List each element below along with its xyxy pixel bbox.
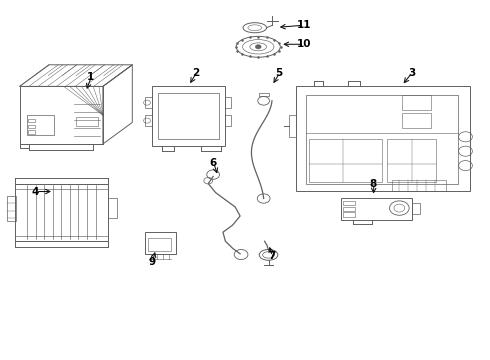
Text: 11: 11	[296, 20, 311, 30]
Text: 5: 5	[276, 68, 283, 78]
Text: 6: 6	[210, 158, 217, 168]
Bar	[7, 196, 16, 221]
Bar	[412, 203, 420, 214]
Bar	[343, 212, 355, 217]
Bar	[402, 113, 431, 128]
Text: 4: 4	[31, 186, 39, 197]
Bar	[392, 180, 446, 191]
Text: 10: 10	[296, 39, 311, 49]
Text: 1: 1	[87, 72, 94, 82]
Bar	[309, 139, 382, 182]
Circle shape	[255, 45, 261, 49]
Bar	[158, 93, 219, 139]
Text: 9: 9	[148, 257, 155, 267]
Bar	[28, 119, 35, 122]
Bar	[259, 93, 269, 96]
Text: 8: 8	[370, 179, 377, 189]
Bar	[76, 117, 98, 126]
Bar	[28, 130, 35, 134]
Bar	[148, 238, 171, 251]
Bar	[28, 125, 35, 128]
Bar	[343, 207, 355, 211]
Text: 7: 7	[268, 251, 276, 261]
Bar	[343, 201, 355, 205]
Text: 2: 2	[193, 68, 199, 78]
Bar	[27, 115, 54, 135]
Bar	[306, 95, 458, 184]
Bar	[402, 95, 431, 110]
Bar	[108, 198, 117, 218]
Bar	[387, 139, 436, 182]
Text: 3: 3	[408, 68, 415, 78]
